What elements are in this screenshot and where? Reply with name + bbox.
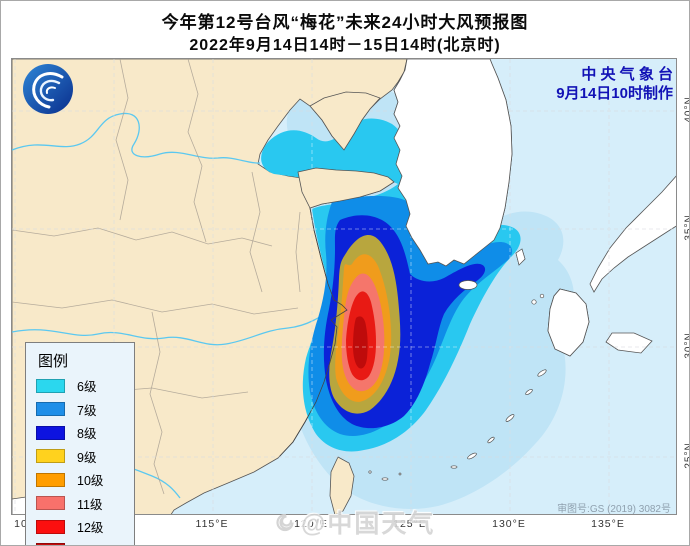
page-title: 今年第12号台风“梅花”未来24小时大风预报图 [161,13,529,32]
legend-swatch-12 [36,519,65,534]
cma-logo-icon [21,62,75,121]
legend-label-13: 13级及以上 [77,541,141,546]
lon-tick: 130°E [492,518,526,530]
legend-label-10: 10级 [77,474,104,488]
legend-swatch-10 [36,472,65,487]
page-subtitle: 2022年9月14日14时－15日14时(北京时) [189,37,501,54]
legend-label-6: 6级 [77,380,97,394]
legend-row: 8级 [36,423,126,442]
legend-row: 11级 [36,494,126,513]
tsushima-overlay [515,248,526,266]
typhoon-swirl-icon [276,513,294,532]
legend-title: 图例 [38,353,69,370]
lon-tick: 135°E [591,518,625,530]
map-approval-number: 审图号:GS (2019) 3082号 [557,504,671,515]
legend-row: 9级 [36,447,126,466]
lon-tick: 125°E [393,518,427,530]
ryukyu-islands [368,293,547,481]
legend-swatch-13 [36,543,65,545]
taiwan-land [329,456,355,514]
watermark-text: @中国天气 [301,510,436,538]
korea-overlay [393,59,513,267]
agency-name: 中 央 气 象 台 [581,66,673,83]
legend-label-11: 11级 [77,497,103,512]
jeju-overlay [458,280,478,290]
issuing-agency-block: 中 央 气 象 台 9月14日10时制作 [556,65,673,103]
legend-swatch-9 [36,449,65,463]
legend-swatch-7 [36,402,65,416]
lat-tick: 30°N [683,332,690,359]
kyushu-overlay [547,288,590,357]
legend-label-9: 9级 [77,450,97,465]
land-overlays [297,59,590,357]
legend-label-7: 7级 [77,403,97,418]
legend-swatch-8 [36,425,65,440]
lon-tick: 120°E [294,518,328,530]
legend-row: 6级 [36,376,126,395]
issue-time: 9月14日10时制作 [556,85,673,102]
legend-row: 10级 [36,470,126,489]
lat-tick: 35°N [683,214,690,241]
lat-tick: 25°N [683,442,690,469]
lat-tick: 40°N [683,96,690,123]
wind-zone-13plus [353,316,368,369]
shandong-peninsula [297,167,395,209]
china-coastline-overlay [277,207,348,459]
legend-swatch-11 [36,496,65,510]
legend-swatch-6 [36,378,65,393]
legend-row: 7级 [36,400,126,419]
legend-row: 13级及以上 [36,541,141,545]
legend-box: 图例 6级 7级 8级 9级 10级 11级 12级 13级及以上 [25,342,141,545]
watermark: @中国天气 [269,504,435,540]
legend-label-12: 12级 [77,521,104,535]
shikoku-land [605,332,653,354]
legend-row: 12级 [36,517,126,536]
liaodong-peninsula [309,91,381,151]
legend-label-8: 8级 [77,427,97,441]
lon-tick: 115°E [195,518,229,530]
honshu-land [589,175,676,293]
